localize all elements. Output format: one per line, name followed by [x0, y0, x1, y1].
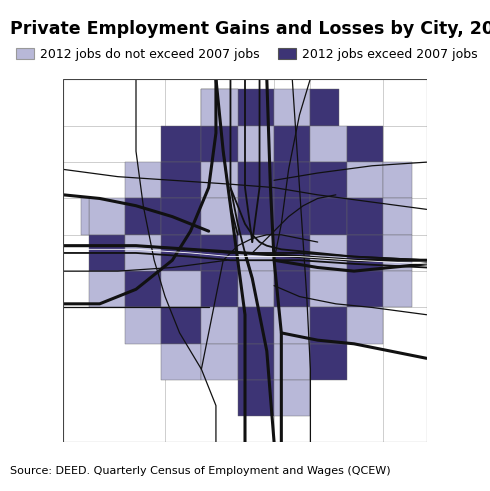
Bar	[238, 198, 274, 235]
Bar	[161, 344, 201, 380]
Bar	[274, 89, 310, 126]
Bar	[310, 162, 347, 198]
Bar	[347, 198, 383, 235]
Bar	[383, 235, 412, 271]
Bar	[201, 198, 238, 235]
Bar	[310, 235, 347, 271]
Bar	[383, 198, 412, 235]
Bar	[238, 235, 274, 271]
Bar	[161, 235, 201, 271]
Bar	[238, 380, 274, 416]
Bar	[89, 198, 125, 235]
Bar	[161, 162, 201, 198]
Bar	[125, 307, 161, 344]
Bar	[125, 162, 161, 198]
Bar	[238, 89, 274, 126]
Bar	[238, 126, 274, 162]
Bar	[89, 235, 125, 271]
Bar	[310, 344, 347, 380]
Bar	[347, 271, 383, 307]
Bar	[238, 162, 274, 198]
Bar	[201, 89, 238, 126]
Bar	[238, 271, 274, 307]
Bar	[125, 198, 161, 235]
Bar	[201, 162, 238, 198]
Bar	[161, 198, 201, 235]
Legend: 2012 jobs do not exceed 2007 jobs, 2012 jobs exceed 2007 jobs: 2012 jobs do not exceed 2007 jobs, 2012 …	[16, 48, 478, 61]
Bar	[347, 307, 383, 344]
Bar	[125, 235, 161, 271]
Bar	[161, 271, 201, 307]
Bar	[81, 198, 89, 235]
Bar	[274, 307, 310, 344]
Bar	[89, 271, 125, 307]
Bar	[274, 380, 310, 416]
Bar	[274, 198, 310, 235]
Bar	[310, 198, 347, 235]
Bar	[201, 271, 238, 307]
Bar	[310, 126, 347, 162]
Bar	[201, 344, 238, 380]
Bar	[347, 162, 383, 198]
Bar	[274, 344, 310, 380]
Bar	[161, 307, 201, 344]
Bar	[125, 235, 161, 271]
Bar	[347, 126, 383, 162]
Bar	[201, 126, 238, 162]
Bar	[274, 235, 310, 271]
Bar	[310, 89, 340, 126]
Text: Source: DEED. Quarterly Census of Employment and Wages (QCEW): Source: DEED. Quarterly Census of Employ…	[10, 466, 391, 476]
Bar	[238, 307, 274, 344]
Bar	[201, 89, 238, 126]
Bar	[125, 271, 161, 307]
Bar	[274, 162, 310, 198]
Bar	[274, 126, 310, 162]
Bar	[347, 235, 383, 271]
Bar	[201, 235, 238, 271]
Bar	[201, 307, 238, 344]
Bar	[238, 344, 274, 380]
Bar	[383, 162, 412, 198]
Bar	[310, 271, 347, 307]
Bar	[274, 271, 310, 307]
Bar	[310, 307, 347, 344]
Text: Private Employment Gains and Losses by City, 2007-2012: Private Employment Gains and Losses by C…	[10, 20, 490, 38]
Bar	[383, 271, 412, 307]
Bar	[161, 126, 201, 162]
